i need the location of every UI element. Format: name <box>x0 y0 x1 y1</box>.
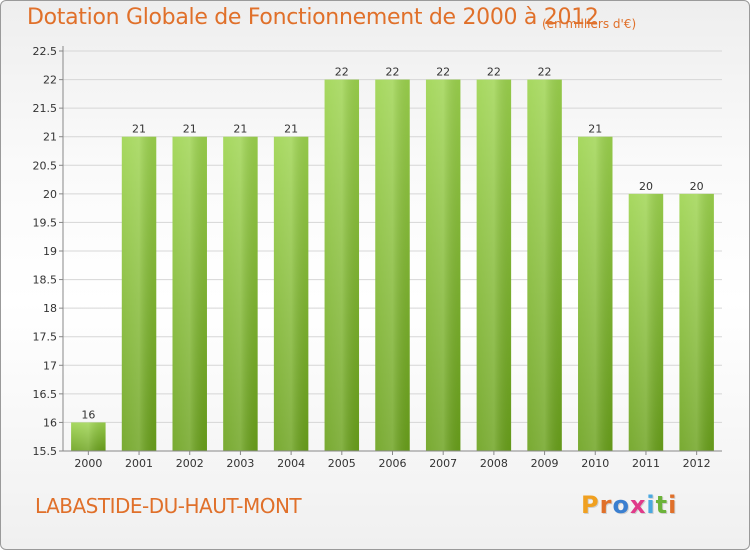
bar-shine-2003 <box>223 136 258 451</box>
data-label-2001: 21 <box>132 123 146 136</box>
bar-shine-2010 <box>578 136 613 451</box>
y-tick-label: 18.5 <box>33 274 58 287</box>
bar-shine-2012 <box>679 193 714 451</box>
data-label-2009: 22 <box>538 66 552 79</box>
y-tick-label: 15.5 <box>33 445 58 458</box>
y-tick-label: 20.5 <box>33 159 58 172</box>
bar-shine-2006 <box>375 79 410 452</box>
chart-title: Dotation Globale de Fonctionnement de 20… <box>27 5 599 30</box>
data-label-2004: 21 <box>284 123 298 136</box>
axes: 15.5 16 16.5 17 17.5 18 18.5 19 19.5 20 20.5 21 21.5… <box>33 45 722 470</box>
y-tick-label: 16 <box>43 416 57 429</box>
bar-shine-2008 <box>476 79 512 452</box>
y-tick-label: 19 <box>43 245 57 258</box>
y-tick-label: 22.5 <box>33 45 58 58</box>
x-tick-label-2000: 2000 <box>74 457 102 470</box>
y-tick-label: 20 <box>43 188 57 201</box>
y-tick-label: 21.5 <box>33 102 58 115</box>
chart-unit-label: (en milliers d'€) <box>542 17 637 31</box>
proxiti-logo: Proxiti <box>581 491 677 519</box>
bar-shine-2007 <box>425 79 461 452</box>
data-label-2010: 21 <box>588 123 602 136</box>
data-label-2008: 22 <box>487 66 501 79</box>
x-tick-label-2008: 2008 <box>480 457 508 470</box>
x-tick-label-2001: 2001 <box>125 457 153 470</box>
x-tick-label-2012: 2012 <box>683 457 711 470</box>
x-tick-label-2010: 2010 <box>581 457 609 470</box>
y-tick-label: 17 <box>43 359 57 372</box>
x-tick-label-2004: 2004 <box>277 457 305 470</box>
logo-letter: o <box>612 491 630 519</box>
logo-letter: r <box>599 491 613 519</box>
y-tick-label: 22 <box>43 74 57 87</box>
bar-shine-2001 <box>121 136 157 451</box>
y-tick-label: 17.5 <box>33 331 58 344</box>
x-tick-label-2007: 2007 <box>429 457 457 470</box>
x-tick-label-2002: 2002 <box>176 457 204 470</box>
logo-letter: i <box>668 491 678 519</box>
data-labels: 16 21 21 21 21 22 22 22 22 22 21 20 20 <box>81 66 703 422</box>
y-tick-label: 18 <box>43 302 57 315</box>
data-label-2003: 21 <box>233 123 247 136</box>
x-tick-label-2011: 2011 <box>632 457 660 470</box>
data-label-2002: 21 <box>183 123 197 136</box>
logo-letter: i <box>646 491 656 519</box>
x-tick-label-2006: 2006 <box>379 457 407 470</box>
data-label-2007: 22 <box>436 66 450 79</box>
bar-shine-2004 <box>273 136 309 451</box>
bar-shine-2005 <box>324 79 360 452</box>
y-tick-label: 21 <box>43 131 57 144</box>
data-label-2011: 20 <box>639 180 653 193</box>
y-tick-label: 16.5 <box>33 388 58 401</box>
x-tick-label-2005: 2005 <box>328 457 356 470</box>
bar-shine-2002 <box>172 136 207 451</box>
bar-shine-2000 <box>71 422 106 451</box>
logo-letter: P <box>581 491 600 519</box>
bar-shine-2009 <box>527 79 562 452</box>
bar-shine-2011 <box>628 193 664 451</box>
data-label-2012: 20 <box>690 180 704 193</box>
x-tick-label-2003: 2003 <box>226 457 254 470</box>
x-tick-label-2009: 2009 <box>531 457 559 470</box>
commune-name: LABASTIDE-DU-HAUT-MONT <box>35 494 302 518</box>
logo-letter: t <box>655 491 669 519</box>
y-tick-label: 19.5 <box>33 216 58 229</box>
logo-letter: x <box>629 491 647 519</box>
data-label-2005: 22 <box>335 66 349 79</box>
bar-series <box>71 79 714 452</box>
data-label-2000: 16 <box>81 408 95 421</box>
data-label-2006: 22 <box>386 66 400 79</box>
